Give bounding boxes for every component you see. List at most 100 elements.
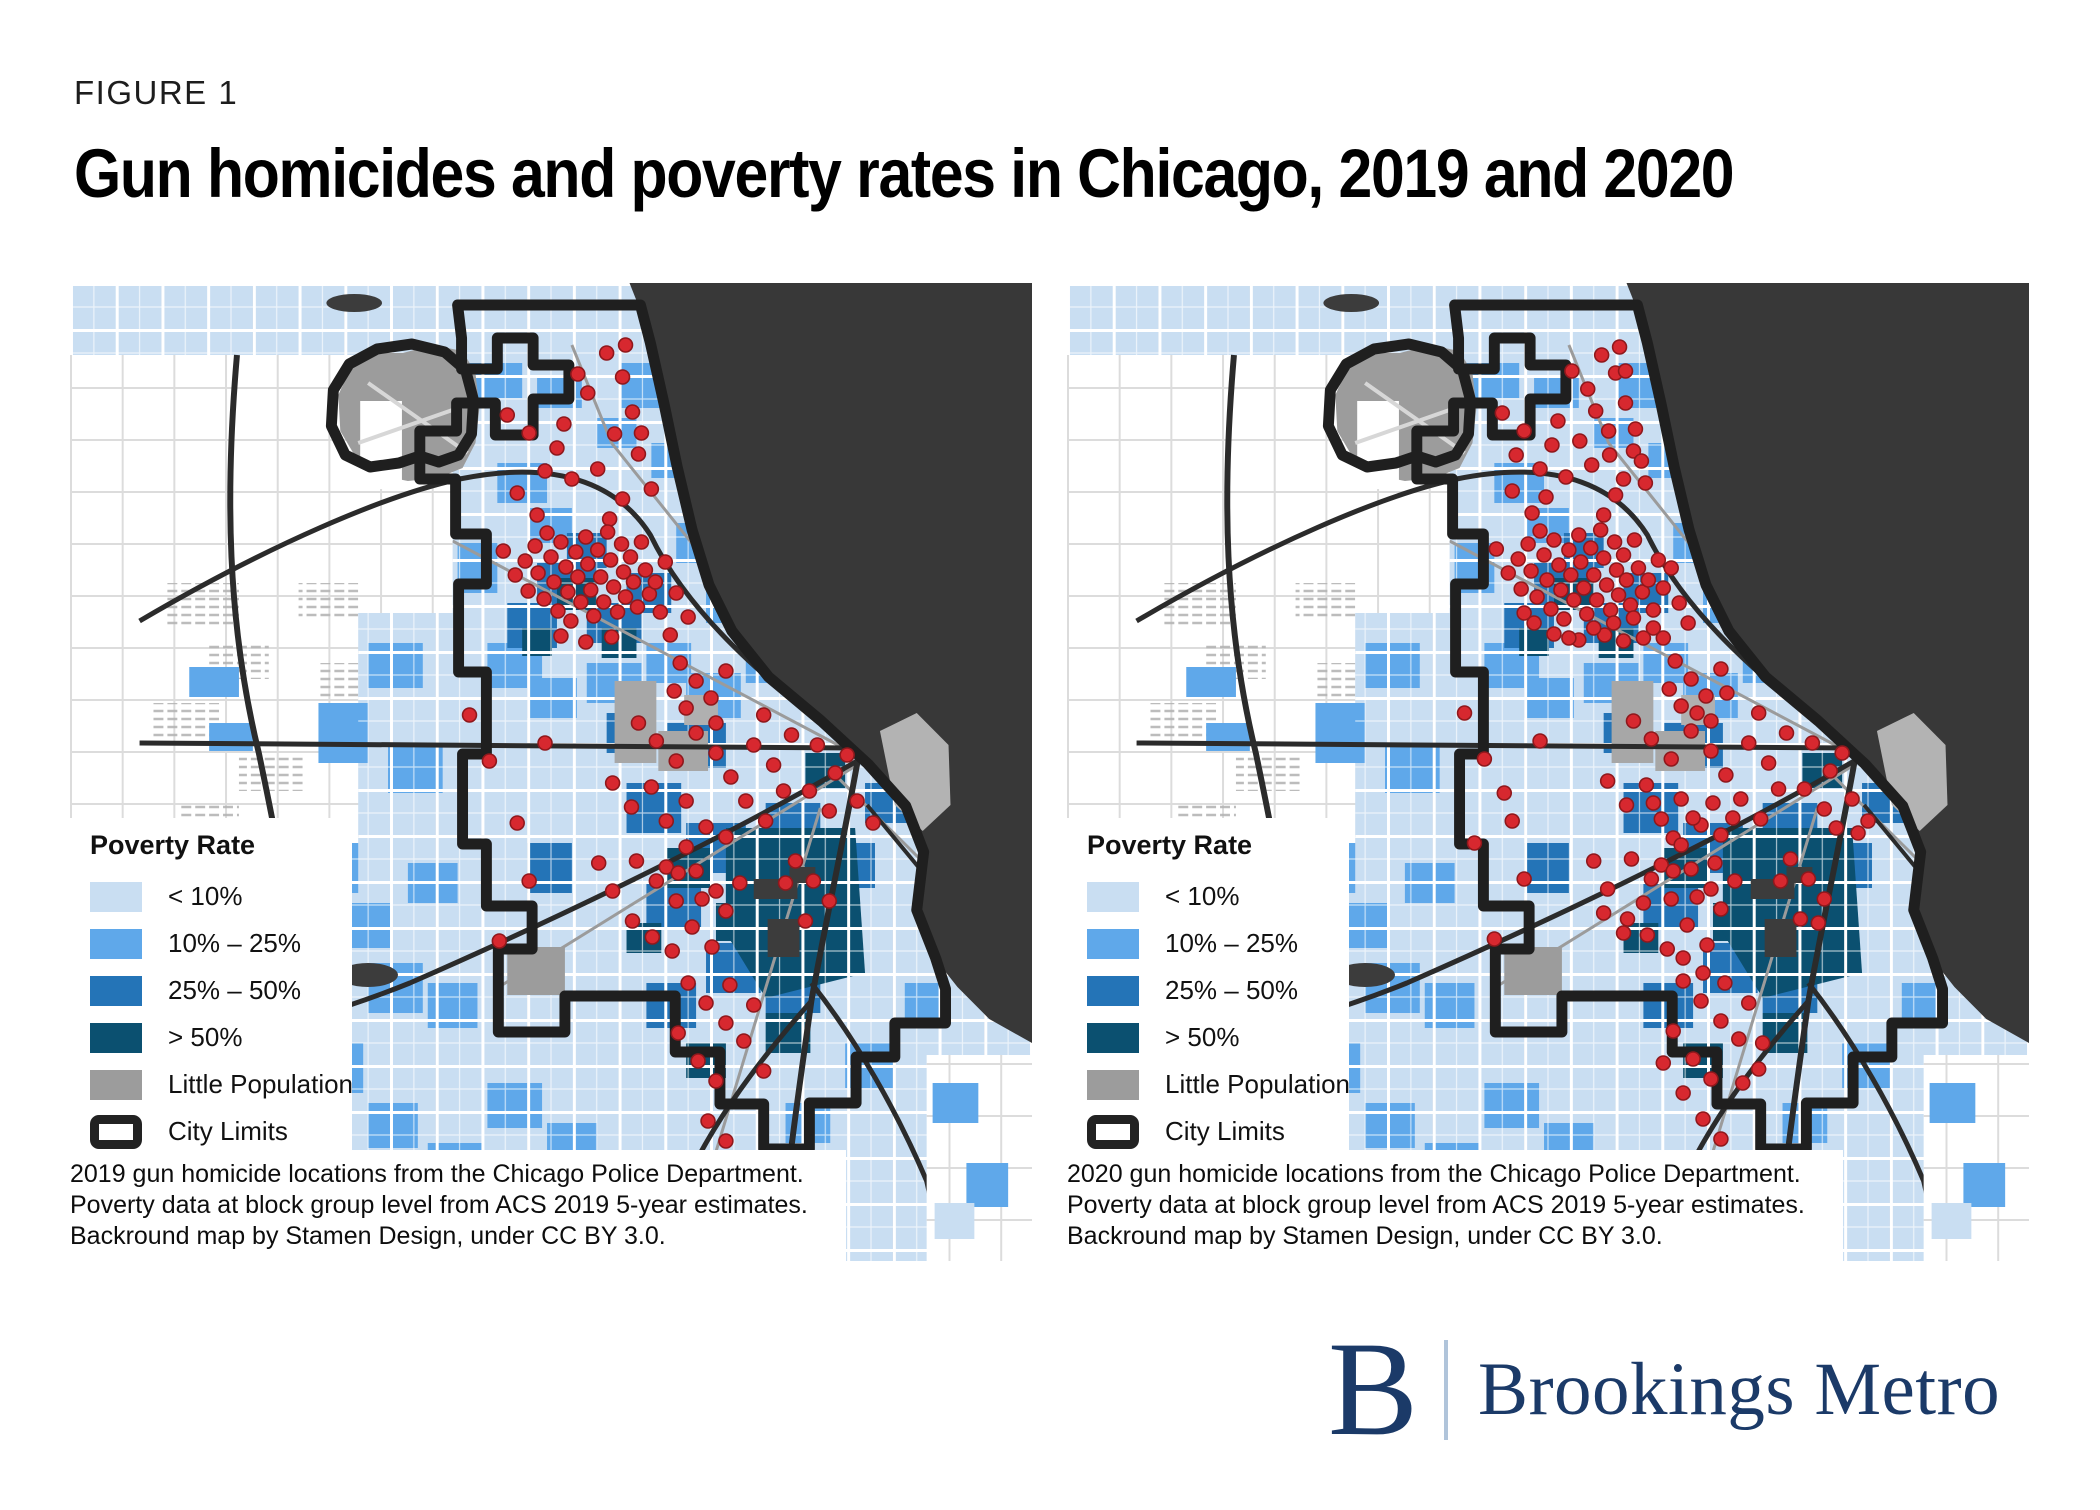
homicide-dot [624, 404, 641, 420]
homicide-dot [517, 553, 533, 569]
homicide-dot [1633, 453, 1650, 469]
homicide-dot [521, 425, 537, 441]
homicide-dot [694, 891, 710, 907]
homicide-dot [481, 753, 498, 769]
homicide-dot [549, 440, 565, 456]
homicide-dot [839, 747, 855, 763]
homicide-dot [1551, 557, 1567, 573]
homicide-dot [1665, 863, 1681, 879]
homicide-dot [1713, 901, 1729, 917]
homicide-dot [1655, 630, 1672, 646]
legend-label: > 50% [168, 1022, 243, 1052]
homicide-dot [703, 690, 719, 706]
homicide-dot [1619, 911, 1636, 927]
homicide-dot [1456, 705, 1473, 721]
homicide-dot [1504, 813, 1520, 829]
legend-items: < 10% 10% – 25% 25% – 50% > 50% Little Popul… [1087, 873, 1350, 1155]
homicide-dot [1523, 563, 1539, 579]
homicide-dot [1610, 587, 1627, 603]
homicide-dot [680, 609, 696, 625]
homicide-dot [1466, 835, 1483, 851]
homicide-dot [614, 369, 631, 385]
homicide-dot [1601, 447, 1618, 463]
legend-item: > 50% [1087, 1014, 1349, 1061]
homicide-dot [509, 815, 525, 831]
legend-item: 10% – 25% [90, 920, 352, 967]
legend-title: Poverty Rate [90, 830, 256, 860]
caption-line: 2019 gun homicide locations from the Chi… [70, 1160, 804, 1188]
legend-color-swatch [1087, 1022, 1139, 1053]
homicide-dot [1638, 777, 1655, 793]
homicide-dot [718, 663, 734, 679]
homicide-dot [1683, 723, 1699, 739]
legend-label: < 10% [168, 881, 243, 911]
homicide-dot [1713, 1013, 1729, 1029]
legend-label: > 50% [1165, 1022, 1240, 1052]
caption-line: 2020 gun homicide locations from the Chi… [1067, 1160, 1801, 1188]
homicide-dot [678, 700, 694, 716]
homicide-dot [1673, 698, 1689, 714]
homicide-dot [797, 913, 814, 929]
homicide-dot [1585, 567, 1602, 583]
homicide-dot [553, 534, 569, 550]
homicide-dot [680, 975, 696, 991]
homicide-dot [718, 1133, 734, 1149]
homicide-dot [633, 425, 650, 441]
homicide-dot [1689, 705, 1705, 721]
homicide-dot [1520, 536, 1536, 552]
homicide-dot [664, 943, 680, 959]
homicide-dot [821, 803, 838, 819]
homicide-dot [1576, 580, 1592, 596]
homicide-dot [722, 977, 738, 993]
homicide-dot [550, 603, 566, 619]
homicide-dot [605, 579, 622, 595]
homicide-dot [615, 564, 632, 580]
homicide-dot [1834, 745, 1850, 761]
homicide-dot [1828, 820, 1844, 836]
homicide-dot [1508, 447, 1524, 463]
homicide-dot [1595, 550, 1612, 566]
homicide-dot [624, 913, 641, 929]
logo-divider [1444, 1339, 1449, 1440]
homicide-dot [1713, 661, 1729, 677]
homicide-dot [849, 793, 865, 809]
homicide-dot [1617, 395, 1634, 411]
homicide-dot [1645, 602, 1662, 618]
homicide-dot [1599, 773, 1616, 789]
homicide-dots-2019 [461, 337, 881, 1149]
homicide-dot [1510, 551, 1526, 567]
homicide-dot [1850, 825, 1866, 841]
homicide-dot [1733, 791, 1749, 807]
legend-item: Little Population [1087, 1061, 1350, 1108]
homicide-dot [609, 604, 626, 620]
homicide-dot [643, 779, 660, 795]
homicide-dot [1671, 595, 1687, 611]
legend-label: 10% – 25% [168, 928, 301, 958]
homicide-dot [658, 813, 675, 829]
homicide-dot [690, 1053, 706, 1069]
homicide-dot [1500, 565, 1516, 581]
homicide-dot [821, 893, 838, 909]
homicide-dot [1699, 937, 1715, 953]
poverty-legend: Poverty Rate < 10% 10% – 25% 25% – 50% > 50… [1067, 818, 1350, 1150]
homicide-dot [801, 783, 818, 799]
homicide-dot [1693, 993, 1709, 1009]
homicide-dot [1563, 567, 1579, 583]
legend-color-swatch [90, 1022, 142, 1053]
homicide-dot [698, 819, 714, 835]
legend-item: < 10% [1087, 873, 1349, 920]
homicide-dot [1602, 602, 1619, 618]
homicide-dot [617, 589, 634, 605]
legend-color-swatch [1087, 975, 1139, 1006]
homicide-dot [1625, 443, 1642, 459]
homicide-dot [613, 536, 630, 552]
homicide-dot [1653, 857, 1670, 873]
page-title: Gun homicides and poverty rates in Chica… [74, 135, 1735, 212]
homicide-dot [688, 725, 704, 741]
homicide-dot [573, 594, 589, 610]
homicide-dot [1752, 811, 1769, 827]
homicide-dot [1725, 810, 1741, 826]
homicide-dot [1635, 895, 1652, 911]
homicide-dot [595, 594, 612, 610]
homicide-dot [585, 608, 602, 624]
